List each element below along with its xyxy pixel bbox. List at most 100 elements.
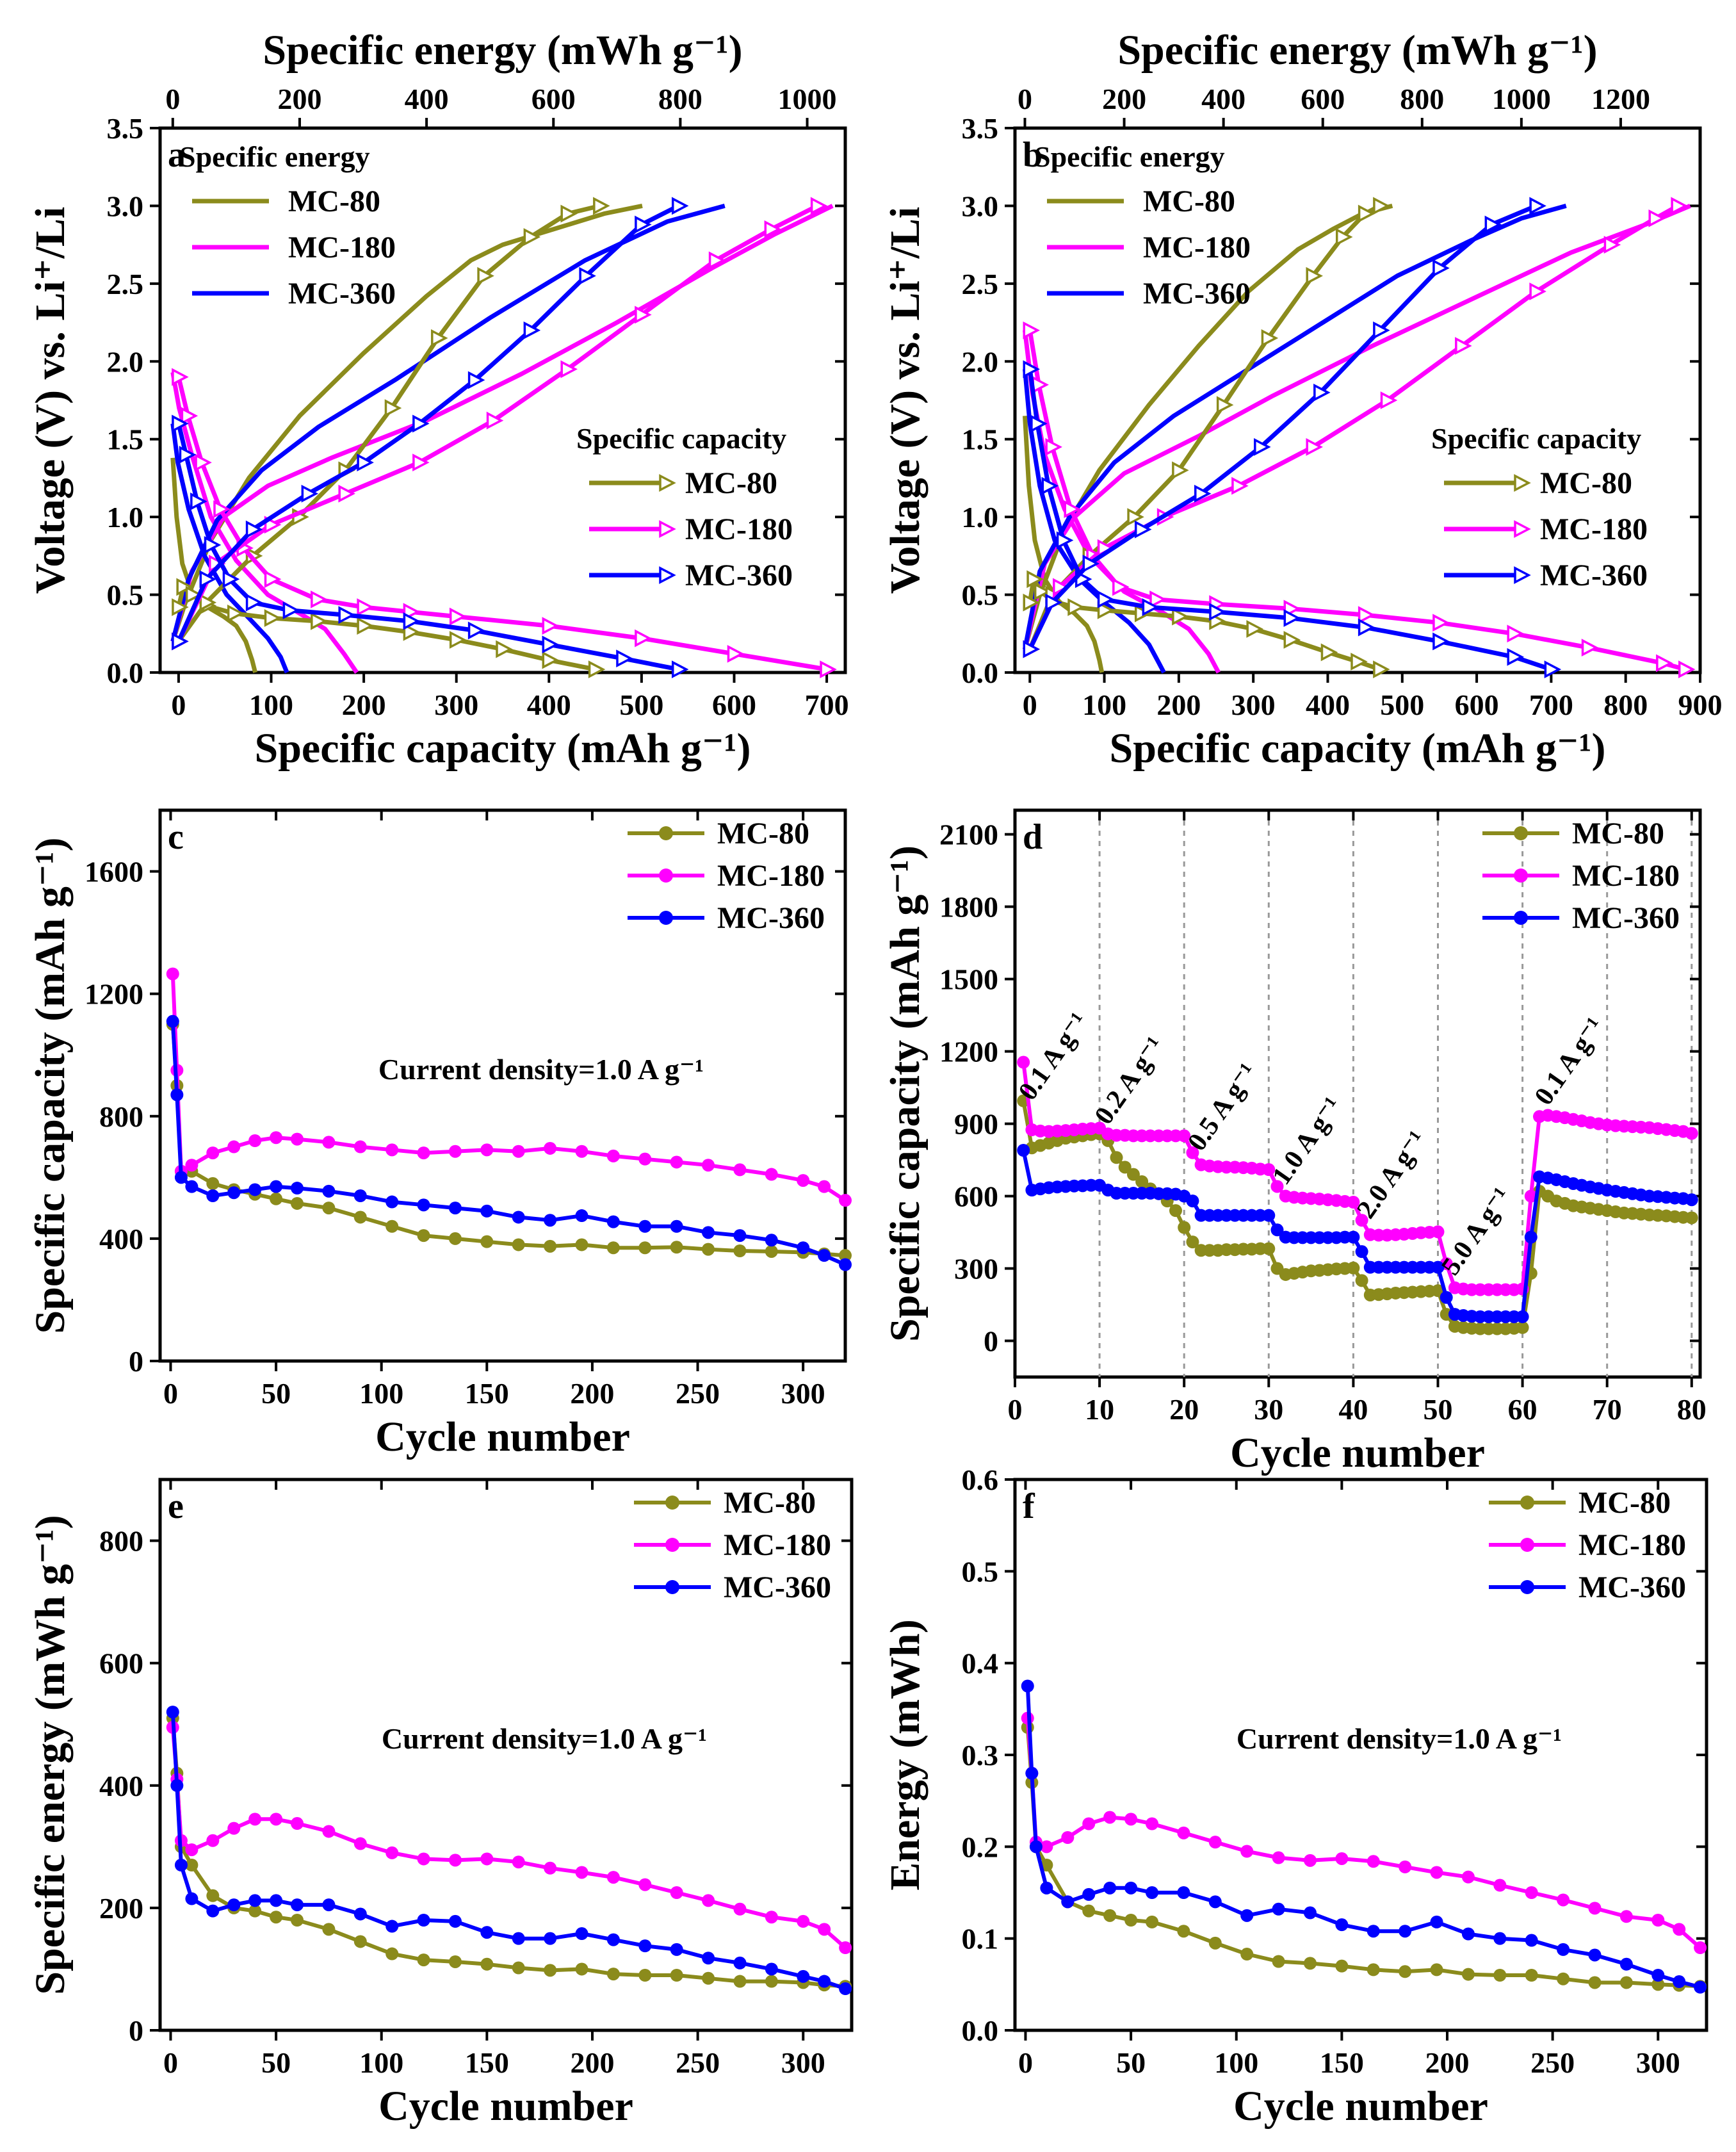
data-point [1493,1932,1507,1945]
data-point [322,1202,336,1215]
top-x-tick-label: 0 [165,83,180,115]
data-marker-triangle [1358,606,1375,624]
data-marker-triangle [1306,266,1323,285]
data-point [1516,1321,1529,1334]
data-marker-triangle [1231,477,1249,495]
data-point [1440,1291,1453,1304]
data-point [185,1859,199,1871]
data-marker-triangle [671,660,689,679]
y-tick-label: 0.4 [962,1647,999,1680]
legend-label: MC-80 [724,1486,816,1520]
legend-heading: Specific capacity [576,422,786,455]
current-density-annotation: Current density=1.0 A g⁻¹ [378,1053,704,1086]
legend-label: MC-180 [685,512,793,546]
y-tick-label: 1.0 [962,501,999,534]
data-marker-triangle [820,660,837,679]
data-marker-triangle [264,609,282,627]
data-point [702,1226,715,1239]
data-point [185,1180,199,1193]
data-point [1025,1766,1039,1780]
data-marker-triangle [542,635,560,654]
x-axis-title: Specific capacity (mAh g⁻¹) [1110,725,1606,772]
legend-label: MC-360 [288,277,396,311]
current-density-annotation: Current density=1.0 A g⁻¹ [382,1722,707,1755]
data-point [1040,1840,1053,1854]
data-point [839,1982,852,1996]
data-point [248,1904,262,1918]
series-line-mc-80-energy-discharge [1023,416,1105,673]
data-point [1082,1817,1096,1830]
data-point [670,1219,683,1233]
data-point [1124,1914,1138,1927]
data-point [1178,1129,1191,1143]
x-tick-label: 10 [1085,1393,1114,1426]
data-point [638,1878,652,1891]
data-point [1146,1886,1159,1899]
data-point [206,1177,220,1190]
data-point [1040,1881,1053,1895]
data-point [1461,1968,1475,1981]
data-marker-triangle [593,197,610,215]
data-marker-triangle [1026,570,1044,589]
data-point [322,1898,336,1912]
y-tick-label: 300 [954,1253,998,1285]
data-point [839,1258,852,1271]
x-tick-label: 900 [1678,689,1723,721]
y-tick-label: 0.3 [962,1739,999,1772]
x-axis-title: Cycle number [1230,1430,1485,1476]
data-point [1262,1209,1276,1222]
series-line-mc-180-energy-charge [1023,204,1691,650]
data-point [606,1215,620,1228]
y-tick-label: 1200 [939,1036,998,1068]
data-point [638,1241,652,1255]
data-point [1177,1925,1190,1938]
data-marker-triangle [1064,500,1081,518]
panel-b-voltage-profile: 0 100 200 300 400 500 600 700 800 900 0.0 0.5 1.0 1.5… [882,27,1723,772]
data-point [353,1189,367,1202]
data-point [322,1923,336,1936]
legend-heading: Specific capacity [1431,422,1641,455]
data-marker-triangle [542,617,560,635]
legend-marker-triangle [1514,520,1531,538]
data-point [1186,1235,1199,1249]
y-tick-label: 600 [99,1647,143,1680]
data-point [417,1198,430,1212]
data-point [1262,1242,1276,1255]
data-marker-triangle [338,606,355,624]
data-marker-triangle [1358,618,1375,637]
data-marker-triangle [671,197,689,215]
data-point [1525,1969,1538,1982]
data-marker-triangle [1335,228,1353,246]
data-point [1347,1230,1360,1244]
x-tick-label: 100 [249,689,293,721]
data-point [1082,1887,1096,1901]
data-marker-triangle [282,601,300,619]
data-marker-triangle [1023,593,1041,612]
y-tick-label: 0.1 [962,1923,999,1955]
data-point [765,1911,778,1924]
data-point [170,1088,184,1102]
data-point [1270,1223,1284,1237]
legend-label: MC-360 [1143,277,1251,311]
data-point [1525,1934,1538,1947]
data-point [480,1143,494,1157]
x-tick-label: 50 [1423,1393,1452,1426]
y-tick-label: 1.5 [962,423,999,456]
data-point [166,1015,179,1028]
x-tick-label: 200 [571,2046,615,2079]
data-point [544,1214,557,1227]
y-tick-label: 900 [954,1108,998,1141]
x-tick-label: 200 [342,689,386,721]
data-marker-triangle [1254,437,1271,456]
legend-marker-dot [1514,911,1528,925]
data-point [1118,1161,1132,1174]
data-point [1685,1211,1698,1225]
data-marker-triangle [199,593,217,612]
panel-c-cycling-capacity: 0 50 100 150 200 250 300 0 400 800 1200 1600 Cycle n… [27,808,852,1460]
x-tick-label: 0 [1023,689,1037,721]
data-point [480,1926,494,1939]
data-point [1431,1260,1445,1274]
data-point [480,1852,494,1866]
data-point [480,1235,494,1248]
legend-label: MC-180 [724,1528,831,1562]
